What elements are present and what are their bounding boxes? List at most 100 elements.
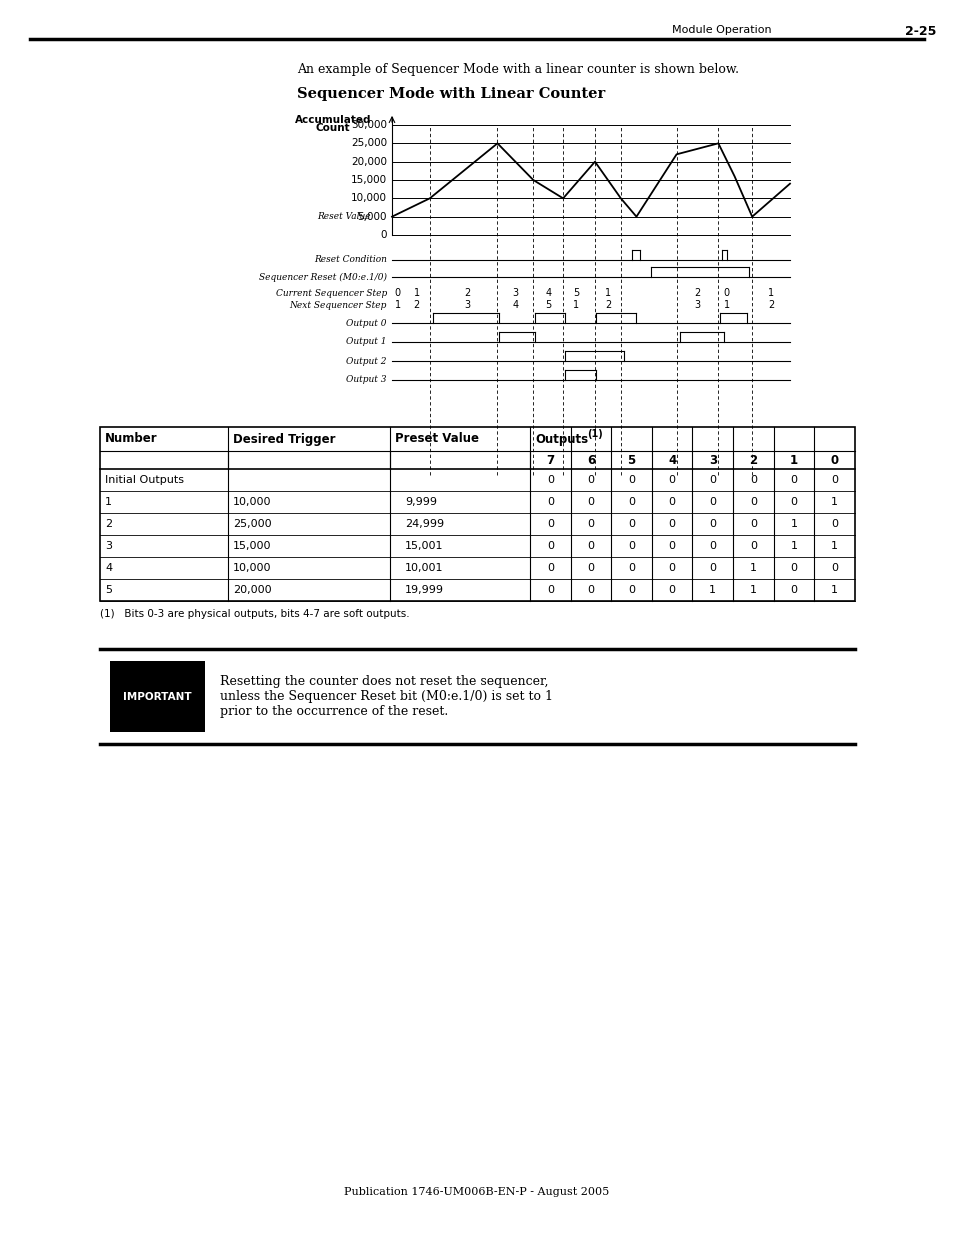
Text: Preset Value: Preset Value (395, 432, 478, 446)
Text: 1: 1 (790, 519, 797, 529)
Text: 2: 2 (694, 288, 700, 298)
Text: Output 2: Output 2 (346, 357, 387, 366)
Text: 0: 0 (546, 563, 554, 573)
Text: 2: 2 (749, 453, 757, 467)
Text: Count: Count (315, 124, 350, 133)
Text: Outputs: Outputs (535, 432, 587, 446)
Text: 0: 0 (830, 519, 838, 529)
Text: 2: 2 (413, 300, 419, 310)
Text: 3: 3 (694, 300, 700, 310)
Text: 30,000: 30,000 (351, 120, 387, 130)
Text: Current Sequencer Step: Current Sequencer Step (275, 289, 387, 298)
Text: 0: 0 (627, 496, 635, 508)
Text: 1: 1 (749, 585, 756, 595)
Text: 0: 0 (668, 496, 675, 508)
Text: 4: 4 (512, 300, 517, 310)
Text: 0: 0 (546, 475, 554, 485)
Text: 0: 0 (790, 496, 797, 508)
Text: IMPORTANT: IMPORTANT (123, 692, 192, 701)
Text: Sequencer Mode with Linear Counter: Sequencer Mode with Linear Counter (296, 86, 604, 101)
Text: 0: 0 (790, 563, 797, 573)
Text: Output 0: Output 0 (346, 319, 387, 327)
Text: 7: 7 (546, 453, 554, 467)
Text: 25,000: 25,000 (233, 519, 272, 529)
Text: Resetting the counter does not reset the sequencer,
unless the Sequencer Reset b: Resetting the counter does not reset the… (220, 676, 553, 718)
Text: 10,000: 10,000 (233, 563, 272, 573)
Text: 0: 0 (830, 453, 838, 467)
Text: 1: 1 (830, 541, 838, 551)
Text: 10,001: 10,001 (405, 563, 443, 573)
Text: 4: 4 (667, 453, 676, 467)
Text: 1: 1 (413, 288, 419, 298)
Text: 3: 3 (463, 300, 470, 310)
Text: 0: 0 (723, 288, 729, 298)
Text: (1): (1) (586, 429, 602, 438)
Text: 0: 0 (546, 519, 554, 529)
Text: 0: 0 (709, 519, 716, 529)
Text: 0: 0 (380, 230, 387, 240)
Text: 1: 1 (830, 585, 838, 595)
Text: 0: 0 (709, 496, 716, 508)
Text: 1: 1 (709, 585, 716, 595)
Text: Sequencer Reset (M0:e.1/0): Sequencer Reset (M0:e.1/0) (258, 273, 387, 282)
Text: 5: 5 (105, 585, 112, 595)
Text: 0: 0 (546, 496, 554, 508)
Text: 5,000: 5,000 (357, 211, 387, 221)
Text: 0: 0 (627, 519, 635, 529)
Text: 0: 0 (668, 475, 675, 485)
Text: 0: 0 (587, 585, 594, 595)
Text: 1: 1 (830, 496, 838, 508)
Text: 2: 2 (463, 288, 470, 298)
Text: 0: 0 (668, 519, 675, 529)
Text: 0: 0 (749, 519, 756, 529)
Text: 0: 0 (830, 563, 838, 573)
Text: 0: 0 (709, 541, 716, 551)
Text: 10,000: 10,000 (233, 496, 272, 508)
Bar (100, 427, 854, 601)
Text: 0: 0 (749, 475, 756, 485)
Text: 19,999: 19,999 (405, 585, 443, 595)
Text: Accumulated: Accumulated (294, 115, 371, 125)
Text: Number: Number (105, 432, 157, 446)
Text: 1: 1 (572, 300, 578, 310)
Text: Reset Condition: Reset Condition (314, 256, 387, 264)
Text: 1: 1 (767, 288, 773, 298)
Text: 0: 0 (790, 585, 797, 595)
Text: 0: 0 (668, 563, 675, 573)
Text: 15,000: 15,000 (351, 175, 387, 185)
Bar (110, 661, 205, 732)
Text: Module Operation: Module Operation (671, 25, 771, 35)
Text: 1: 1 (790, 541, 797, 551)
Text: Output 1: Output 1 (346, 337, 387, 347)
Text: 3: 3 (105, 541, 112, 551)
Text: 0: 0 (587, 519, 594, 529)
Text: Publication 1746-UM006B-EN-P - August 2005: Publication 1746-UM006B-EN-P - August 20… (344, 1187, 609, 1197)
Text: Next Sequencer Step: Next Sequencer Step (290, 300, 387, 310)
Text: 20,000: 20,000 (233, 585, 272, 595)
Text: 5: 5 (544, 300, 551, 310)
Text: 0: 0 (627, 475, 635, 485)
Text: 2: 2 (767, 300, 774, 310)
Text: 0: 0 (790, 475, 797, 485)
Text: 1: 1 (789, 453, 798, 467)
Text: 1: 1 (723, 300, 729, 310)
Text: Reset Value: Reset Value (316, 212, 370, 221)
Text: 24,999: 24,999 (405, 519, 444, 529)
Text: 0: 0 (749, 541, 756, 551)
Text: (1)   Bits 0-3 are physical outputs, bits 4-7 are soft outputs.: (1) Bits 0-3 are physical outputs, bits … (100, 609, 409, 619)
Text: 0: 0 (749, 496, 756, 508)
Text: 0: 0 (587, 496, 594, 508)
Text: 15,001: 15,001 (405, 541, 443, 551)
Text: 0: 0 (546, 541, 554, 551)
Text: 3: 3 (512, 288, 517, 298)
Text: 0: 0 (546, 585, 554, 595)
Text: 1: 1 (604, 288, 610, 298)
Text: 0: 0 (668, 585, 675, 595)
Text: 20,000: 20,000 (351, 157, 387, 167)
Text: 10,000: 10,000 (351, 194, 387, 204)
Text: 25,000: 25,000 (351, 138, 387, 148)
Text: 0: 0 (587, 563, 594, 573)
Text: 2: 2 (604, 300, 611, 310)
Text: 6: 6 (586, 453, 595, 467)
Text: 0: 0 (627, 563, 635, 573)
